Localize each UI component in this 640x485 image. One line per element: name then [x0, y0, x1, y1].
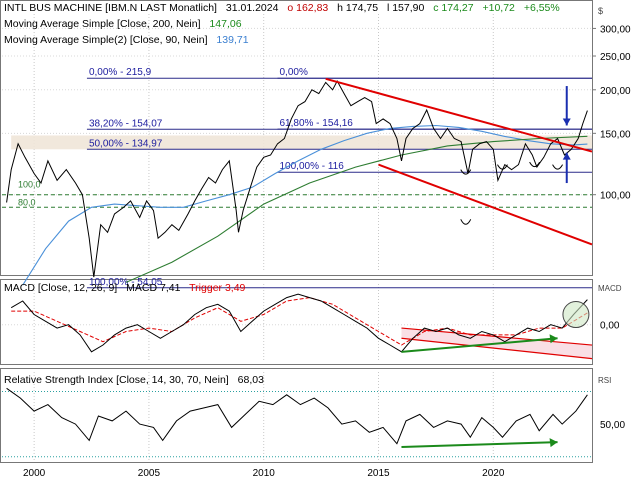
- down-arrow-head: [562, 118, 571, 126]
- annotation-layer: [401, 86, 590, 448]
- bottom-marker: [460, 219, 472, 225]
- grid-layer: [2, 14, 596, 460]
- macd-channel-lower: [401, 337, 593, 360]
- legend-macd-line: MACD [Close, 12, 26, 9] MACD 7,41 Trigge…: [4, 282, 246, 294]
- trend-line: [325, 77, 593, 153]
- legend-ma90-line: Moving Average Simple(2) [Close, 90, Nei…: [4, 34, 249, 46]
- legend-change-pct: +6,55%: [524, 2, 560, 14]
- fib-level-label: 100,00% - 116: [279, 161, 344, 172]
- bottom-marker: [529, 161, 541, 168]
- fibonacci-layer: 0,00% - 215,9 38,20% - 154,07 50,00% - 134…: [2, 67, 593, 289]
- macd-tick-label: 0,00: [600, 321, 620, 332]
- bottom-marker: [460, 169, 472, 175]
- macd-axis-label: MACD: [598, 284, 622, 293]
- trend-line: [378, 163, 593, 246]
- legend-close: c 174,27: [433, 2, 473, 14]
- left-reference-label: 80,0: [18, 198, 36, 208]
- fib-level-label: 0,00% - 215,9: [89, 67, 152, 78]
- bottom-marker: [497, 164, 508, 170]
- legend-ma90-value: 139,71: [216, 34, 248, 46]
- legend-change: +10,72: [482, 2, 515, 14]
- legend-ma90-name: Moving Average Simple(2) [Close, 90, Nei…: [4, 34, 208, 46]
- macd-panel-frame: [0, 279, 593, 365]
- price-tick-label: 250,00: [600, 52, 631, 63]
- legend-price-date: 31.01.2024: [226, 2, 279, 14]
- legend-low: l 157,90: [387, 2, 425, 14]
- tick-label-layer: 2000 2005 2010 2015 2020 300,00 250,00 200,00 15…: [23, 24, 631, 479]
- rsi-line: [6, 387, 588, 445]
- fib-level-label: 61,80% - 154,16: [279, 118, 353, 129]
- x-tick-label: 2020: [482, 468, 505, 479]
- ma200-line: [125, 135, 588, 283]
- price-line: [6, 79, 588, 278]
- rsi-divergence-arrow-shaft: [401, 441, 558, 448]
- rsi-axis-label: RSI: [598, 376, 611, 385]
- price-panel-frame: [0, 0, 593, 276]
- legend-macd-name: MACD [Close, 12, 26, 9]: [4, 282, 117, 294]
- legend-rsi-value: 68,03: [238, 374, 264, 386]
- price-axis-label: $: [598, 6, 603, 16]
- up-arrow-head: [562, 152, 571, 160]
- macd-trigger-line: [11, 297, 588, 346]
- legend-open: o 162,83: [287, 2, 328, 14]
- fib-level-label: 0,00%: [279, 67, 307, 78]
- fib-level-label: 38,20% - 154,07: [89, 118, 163, 129]
- bottom-marker: [552, 164, 564, 170]
- legend-price-name: INTL BUS MACHINE [IBM.N LAST Monatlich]: [4, 2, 217, 14]
- legend-high: h 174,75: [337, 2, 378, 14]
- price-tick-label: 200,00: [600, 86, 631, 97]
- legend-rsi-line: Relative Strength Index [Close, 14, 30, …: [4, 374, 264, 386]
- legend-ma200-name: Moving Average Simple [Close, 200, Nein]: [4, 18, 201, 30]
- x-tick-label: 2010: [253, 468, 276, 479]
- x-tick-label: 2005: [138, 468, 161, 479]
- macd-highlight-circle: [562, 301, 590, 329]
- legend-ma200-line: Moving Average Simple [Close, 200, Nein]…: [4, 18, 242, 30]
- price-tick-label: 100,00: [600, 191, 631, 202]
- legend-macd-value: MACD 7,41: [126, 282, 180, 294]
- ma90-line: [22, 124, 588, 286]
- macd-divergence-arrow-shaft: [401, 337, 558, 353]
- rsi-panel-frame: [0, 368, 593, 463]
- macd-line: [10, 293, 588, 353]
- price-tick-label: 300,00: [600, 24, 631, 35]
- left-reference-label: 100,0: [18, 179, 41, 189]
- legend-rsi-name: Relative Strength Index [Close, 14, 30, …: [4, 374, 229, 386]
- legend-trigger-value: Trigger 3,49: [189, 282, 245, 294]
- rsi-tick-label: 50,00: [600, 420, 625, 431]
- fib-level-label: 100,00% - 54,05: [89, 277, 163, 288]
- rsi-divergence-arrow-head: [549, 438, 558, 448]
- x-tick-label: 2000: [23, 468, 46, 479]
- legend-ma200-value: 147,06: [209, 18, 241, 30]
- legend-price-line: INTL BUS MACHINE [IBM.N LAST Monatlich] …: [4, 2, 560, 14]
- price-tick-label: 150,00: [600, 129, 631, 140]
- macd-divergence-arrow-head: [549, 334, 558, 344]
- fib-level-label: 50,00% - 134,97: [89, 138, 163, 149]
- x-tick-label: 2015: [367, 468, 390, 479]
